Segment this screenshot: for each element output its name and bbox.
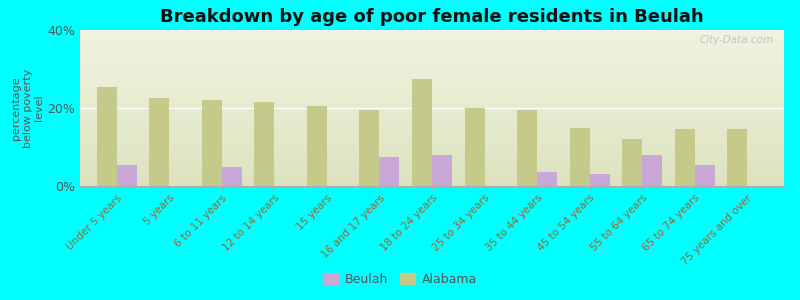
Bar [622,139,642,186]
Title: Breakdown by age of poor female residents in Beulah: Breakdown by age of poor female resident… [160,8,704,26]
Bar [432,155,452,186]
Bar [202,100,222,186]
Legend: Beulah, Alabama: Beulah, Alabama [318,268,482,291]
Bar [642,155,662,186]
Bar [254,102,274,186]
Bar [517,110,537,186]
Bar [97,86,117,186]
Bar [150,98,170,186]
Bar [117,164,137,186]
Bar [537,172,557,186]
Bar [412,79,432,186]
Bar [694,164,714,186]
Bar [727,129,747,186]
Bar [379,157,399,186]
Bar [570,128,590,186]
Bar [465,108,485,186]
Bar [359,110,379,186]
Bar [307,106,327,186]
Bar [590,174,610,186]
Text: City-Data.com: City-Data.com [699,35,774,45]
Bar [222,167,242,186]
Y-axis label: percentage
below poverty
level: percentage below poverty level [11,68,45,148]
Bar [674,129,694,186]
